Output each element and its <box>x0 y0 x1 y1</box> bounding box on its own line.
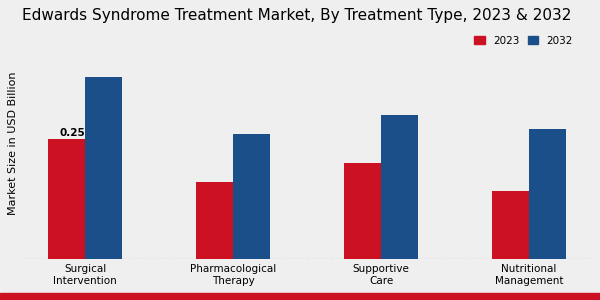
Bar <box>233 134 270 259</box>
Legend: 2023, 2032: 2023, 2032 <box>472 34 575 48</box>
Bar <box>85 76 122 259</box>
Bar <box>344 163 381 259</box>
Bar <box>49 139 85 259</box>
Text: 0.25: 0.25 <box>59 128 85 138</box>
Text: Edwards Syndrome Treatment Market, By Treatment Type, 2023 & 2032: Edwards Syndrome Treatment Market, By Tr… <box>23 8 572 23</box>
Bar <box>529 129 566 259</box>
Y-axis label: Market Size in USD Billion: Market Size in USD Billion <box>8 72 19 215</box>
Bar <box>381 115 418 259</box>
Bar <box>196 182 233 259</box>
Bar <box>492 191 529 259</box>
